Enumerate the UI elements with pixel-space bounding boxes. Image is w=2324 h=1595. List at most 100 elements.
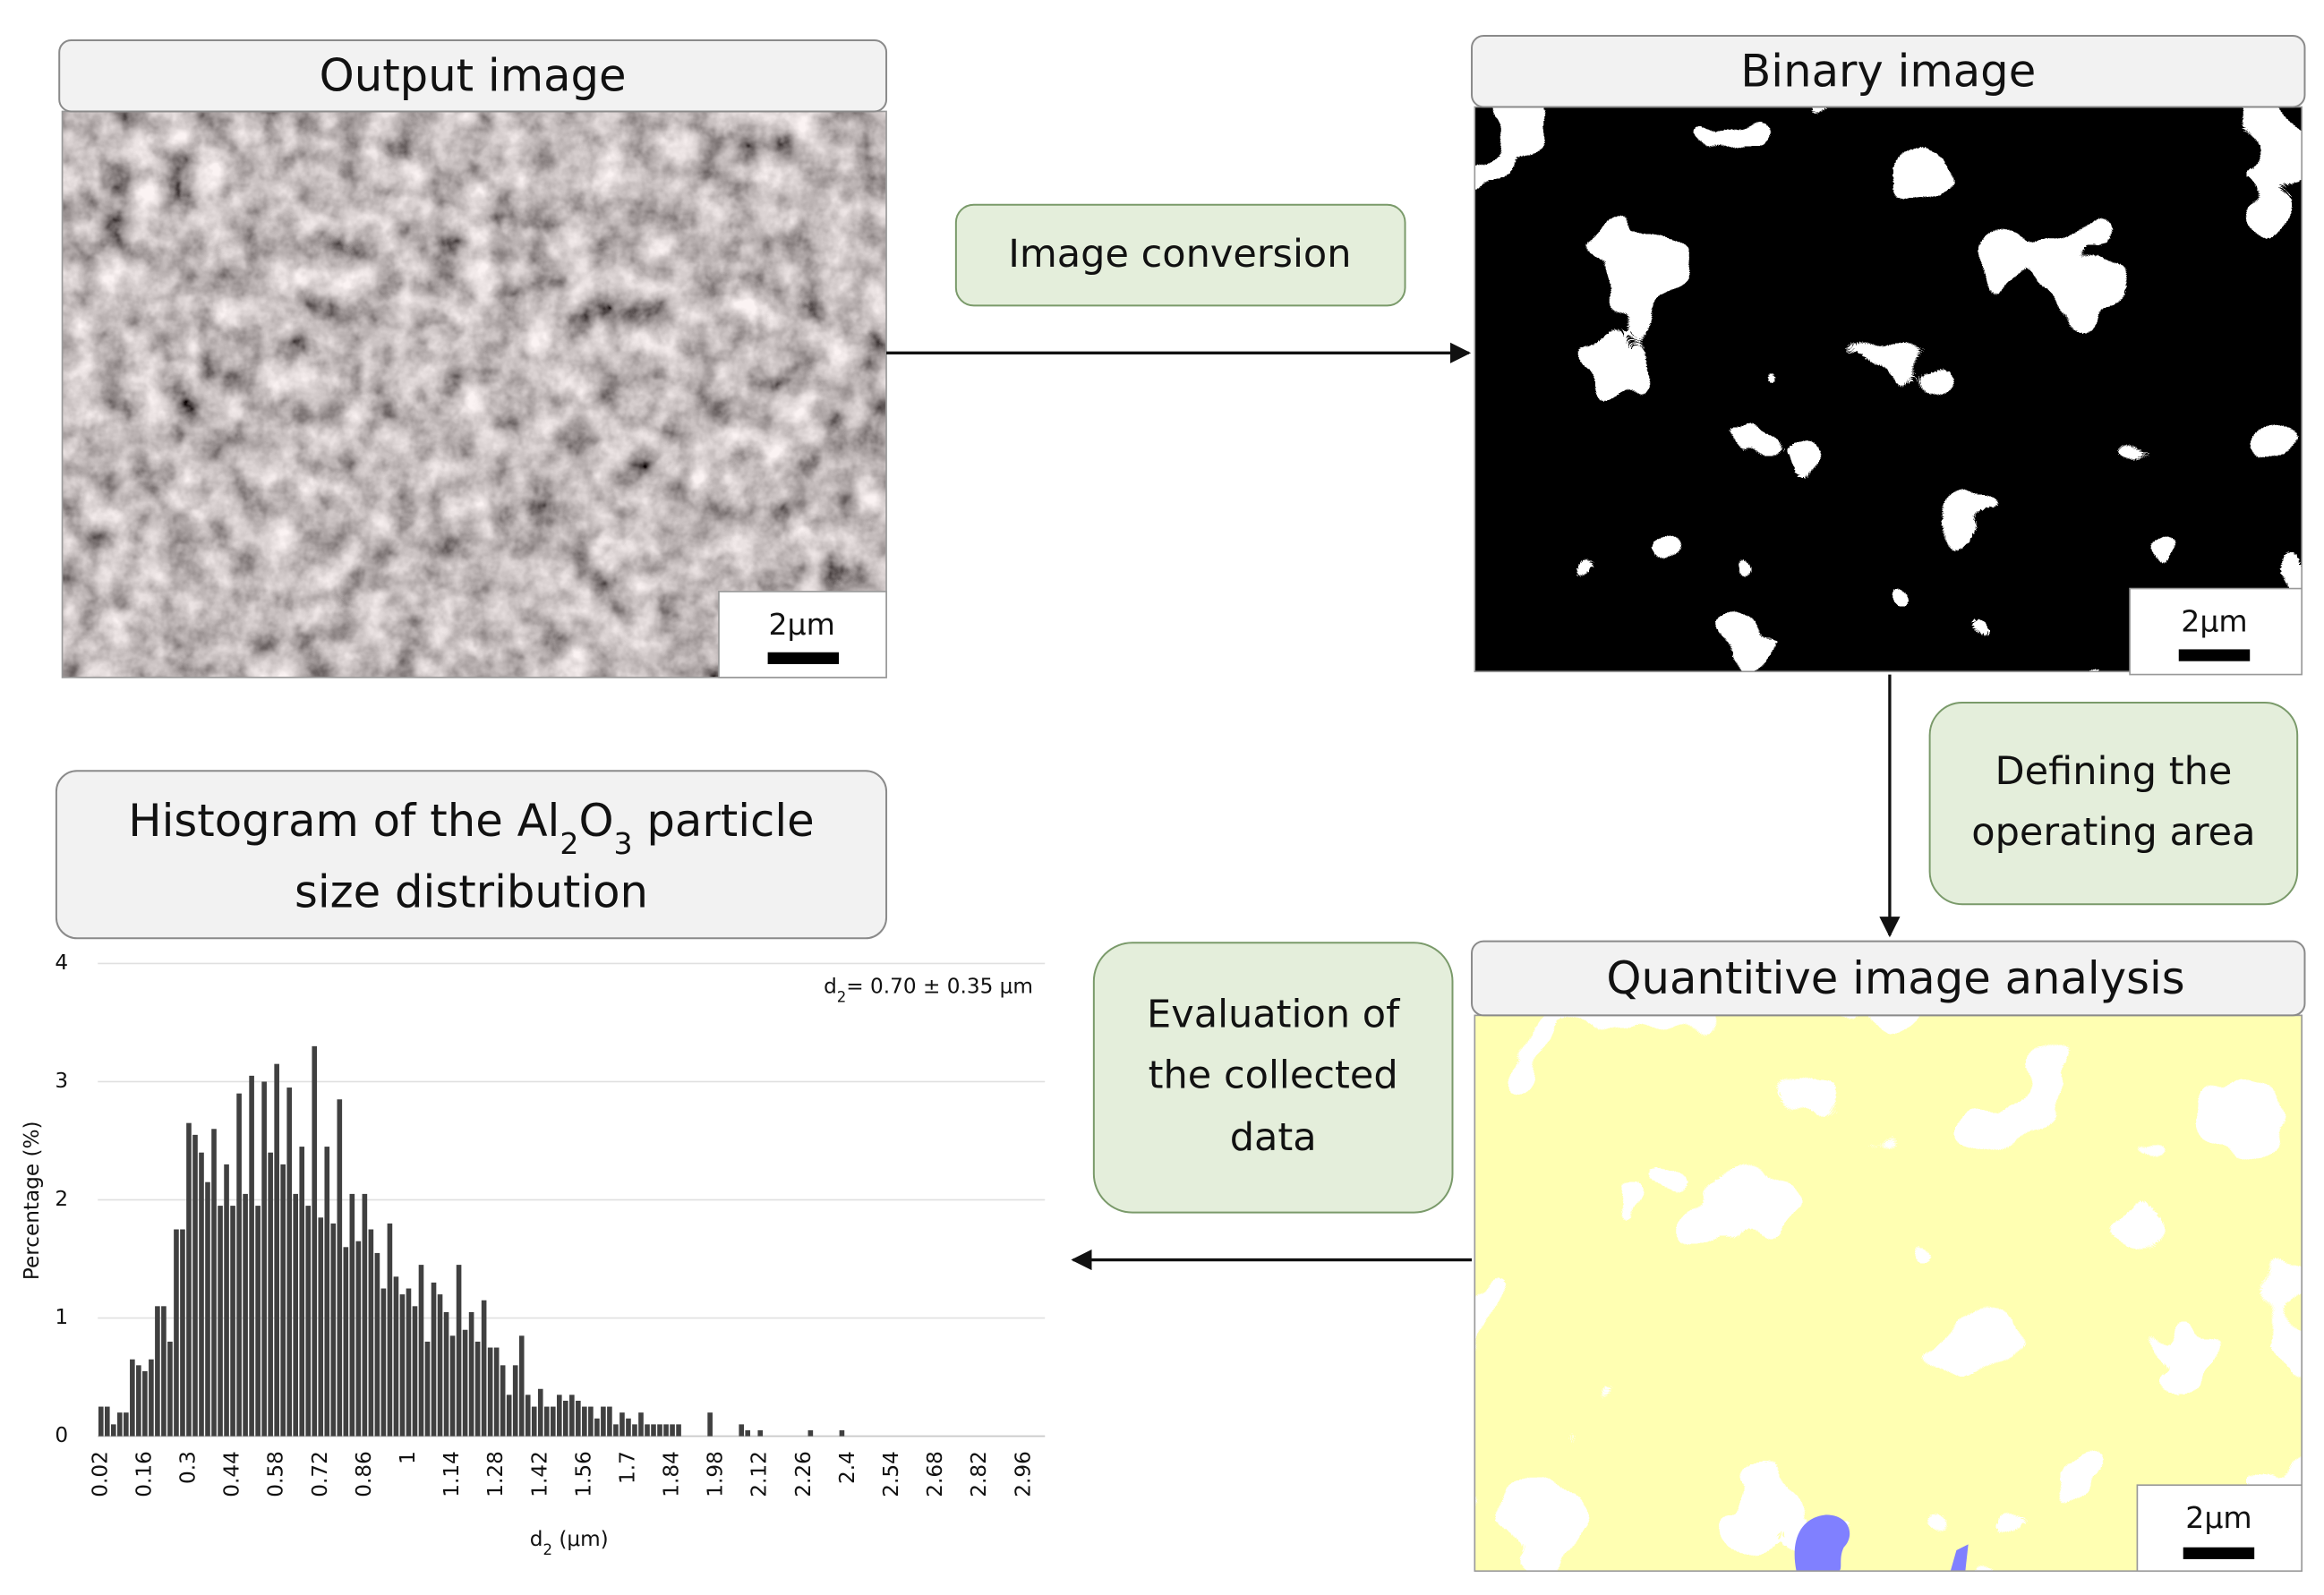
bar [543, 1406, 550, 1437]
x-tick-label: 2.26 [791, 1451, 816, 1497]
x-tick-label: 0.16 [132, 1451, 156, 1497]
bar [399, 1294, 406, 1437]
bar [255, 1206, 261, 1437]
bar [117, 1412, 123, 1437]
panel-title: Binary image [1740, 46, 2036, 98]
bar [487, 1347, 493, 1437]
bar [161, 1306, 167, 1437]
bar [124, 1412, 129, 1437]
bar [218, 1206, 223, 1437]
bar [142, 1370, 148, 1437]
bar [670, 1424, 675, 1437]
bar [569, 1395, 575, 1437]
x-tick-label: 0.3 [175, 1451, 200, 1484]
x-label-subscript: 2 [543, 1541, 552, 1558]
bar [330, 1223, 337, 1437]
sem-image [62, 111, 887, 678]
step-label: Defining the [1995, 749, 2232, 794]
bar [249, 1075, 254, 1437]
bar [380, 1288, 387, 1437]
bar [268, 1152, 273, 1437]
y-tick-label: 3 [55, 1069, 68, 1093]
bar [274, 1063, 279, 1437]
bar [155, 1306, 160, 1437]
bar [619, 1412, 625, 1437]
bar [601, 1406, 606, 1437]
bar [474, 1341, 481, 1437]
histogram-title: size distribution [295, 866, 648, 918]
x-tick-label: 1.28 [483, 1451, 508, 1497]
chart-annotation: d2= 0.70 ± 0.35 μm [824, 975, 1033, 1006]
bar [576, 1400, 581, 1437]
bar [318, 1217, 324, 1437]
step-box [954, 203, 1406, 307]
title-subscript: 2 [560, 826, 578, 861]
bar [525, 1395, 531, 1437]
bar [556, 1395, 562, 1437]
bar [205, 1181, 210, 1437]
x-tick-label: 1.56 [571, 1451, 595, 1497]
bar [104, 1406, 110, 1437]
step-box [1092, 942, 1454, 1214]
grain-overlay [62, 111, 887, 678]
bar [493, 1347, 500, 1437]
x-tick-label: 2.82 [967, 1451, 991, 1497]
bar [582, 1406, 587, 1437]
panel-title: Quantitive image analysis [1606, 952, 2184, 1004]
y-axis-label: Percentage (%) [20, 1121, 44, 1280]
bar [506, 1395, 512, 1437]
bar [130, 1359, 135, 1437]
x-label-part: d [530, 1527, 543, 1551]
bar [337, 1099, 343, 1437]
bar [745, 1429, 751, 1437]
bar [98, 1406, 104, 1437]
x-tick-label: 0.72 [308, 1451, 332, 1497]
step-label: operating area [1971, 810, 2255, 855]
x-tick-label: 1 [396, 1451, 420, 1464]
bar [368, 1229, 374, 1437]
scale-bar [767, 652, 840, 664]
bar [550, 1406, 556, 1437]
y-tick-label: 0 [55, 1423, 68, 1447]
x-tick-label: 0.86 [352, 1451, 376, 1497]
bar [676, 1424, 681, 1437]
bar [192, 1134, 198, 1437]
bar [588, 1406, 594, 1437]
bar [355, 1241, 362, 1437]
step-label: Image conversion [1008, 232, 1351, 277]
bar [424, 1341, 431, 1437]
bar [481, 1300, 487, 1437]
x-label-part: (μm) [552, 1527, 609, 1551]
annotation-part: = 0.70 ± 0.35 μm [846, 975, 1033, 999]
y-tick-label: 4 [55, 951, 68, 975]
scale-bar [2183, 1547, 2255, 1559]
x-tick-label: 1.84 [660, 1451, 684, 1497]
bar [312, 1045, 318, 1437]
bar [224, 1164, 229, 1437]
bar [211, 1129, 217, 1437]
histogram-title-box [55, 770, 888, 940]
bar [280, 1164, 286, 1437]
bar [531, 1406, 537, 1437]
step-label: data [1230, 1115, 1317, 1160]
bar [299, 1147, 305, 1437]
bar [537, 1388, 543, 1437]
bar [757, 1429, 764, 1437]
bar [110, 1424, 116, 1437]
bar [518, 1335, 525, 1437]
x-tick-label: 2.68 [923, 1451, 947, 1497]
bar [632, 1424, 637, 1437]
bar [663, 1424, 669, 1437]
x-tick-label: 2.4 [835, 1451, 859, 1484]
step-box [1928, 702, 2299, 906]
bar [607, 1406, 612, 1437]
bar [807, 1429, 814, 1437]
x-tick-label: 1.14 [440, 1451, 464, 1497]
bar [186, 1122, 192, 1437]
highlighted-particle [1950, 1544, 1969, 1572]
bar [839, 1429, 845, 1437]
bar [563, 1400, 568, 1437]
bar [199, 1152, 204, 1437]
bar [293, 1193, 299, 1437]
